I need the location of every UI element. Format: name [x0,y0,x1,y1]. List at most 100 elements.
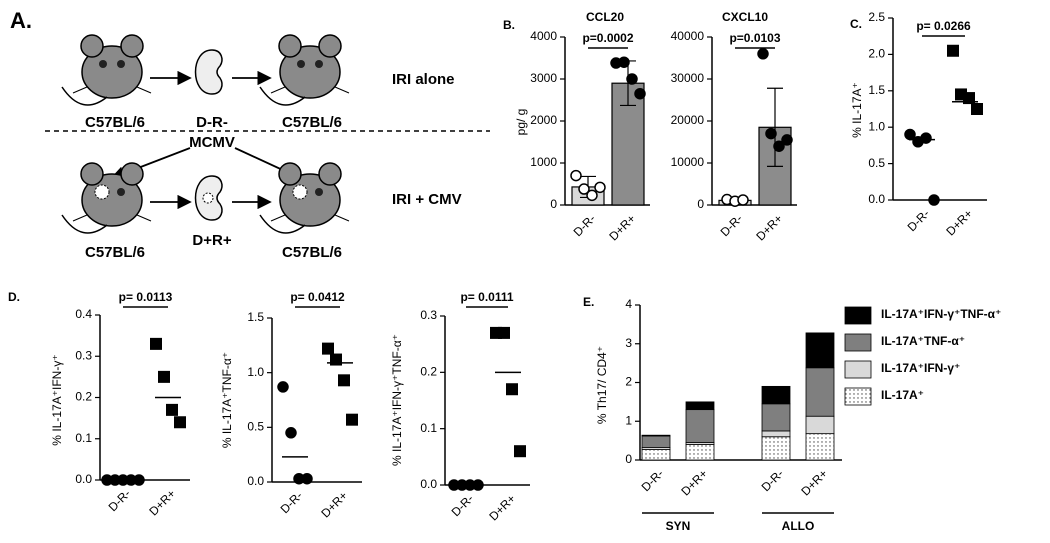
y-tick-label: 1 [625,413,632,427]
data-point [765,127,777,140]
mouse-body [279,173,341,227]
y-tick-label: 1.0 [868,119,885,133]
bar-segment [641,434,671,437]
x-tick-label: D+R+ [486,491,518,523]
panel-label: D. [8,290,20,304]
bar-segment [685,444,715,461]
y-tick-label: 40000 [671,29,705,43]
y-tick-label: 0.5 [247,420,264,434]
bar-segment [685,401,715,411]
panel-label: B. [503,18,515,32]
mouse-ear [278,34,302,58]
y-tick-label: 4 [625,297,632,311]
bar-segment [761,430,791,438]
error-bar [767,87,783,167]
y-tick-label: 0.1 [75,431,92,445]
y-tick-label: 3 [625,336,632,350]
y-tick-label: 0.3 [420,308,437,322]
mouse-body [81,45,143,99]
y-tick-label: 4000 [530,29,557,43]
data-point [338,374,350,387]
mouse-ear [120,162,144,186]
data-point [737,194,749,206]
x-tick-label: D+R+ [753,211,785,243]
x-tick-label: D-R- [759,466,787,494]
legend-label: IL-17A⁺ [881,388,924,402]
x-tick-label: D+R+ [146,486,178,518]
p-value: p= 0.0111 [460,290,513,304]
y-tick-label: 0.1 [420,421,437,435]
p-value: p=0.0103 [729,31,780,45]
y-axis-label: % IL-17A⁺IFN-γ⁺TNF-α⁺ [390,334,404,466]
x-tick-label: D+R+ [678,466,710,498]
data-point [594,181,606,194]
mouse-eye [315,188,323,196]
legend-label: IL-17A⁺TNF-α⁺ [881,334,965,348]
data-point [166,403,178,416]
group-label: IRI alone [392,71,455,88]
bar-segment [641,449,671,461]
data-point [971,103,983,115]
y-axis-label: % Th17/ CD4⁺ [595,346,609,424]
data-point [634,87,646,100]
strain-label: C57BL/6 [282,244,342,261]
legend-swatch [844,360,872,379]
strain-label: C57BL/6 [282,114,342,131]
data-point [514,445,526,458]
data-point [618,56,630,68]
p-value: p= 0.0412 [290,290,345,304]
data-point [277,381,289,393]
bar-segment [805,415,835,435]
kidney [194,49,223,95]
bar-segment [805,332,835,369]
data-point [904,128,916,141]
bar-segment [641,435,671,449]
donor-label: D+R+ [192,232,231,249]
data-point [920,132,932,144]
data-point [586,189,598,202]
strain-label: C57BL/6 [85,114,145,131]
x-tick-label: D+R+ [943,206,975,238]
data-point [947,44,959,57]
panel-label: C. [850,17,862,31]
data-point [174,416,186,429]
mouse-eye [315,60,323,68]
mouse-whiskers [270,86,350,94]
strain-label: C57BL/6 [85,244,145,261]
y-tick-label: 30000 [671,71,705,85]
panel-label: E. [583,295,594,309]
data-point [773,140,785,152]
mouse-tail [61,214,108,234]
mouse-ear [120,34,144,58]
mouse-tail [61,86,108,106]
mouse-whiskers [72,86,152,94]
x-tick-label: D-R- [571,211,599,239]
group-label: SYN [666,519,691,533]
y-tick-label: 0.0 [868,192,885,206]
virus-mark [94,184,110,200]
p-value: p= 0.0266 [916,19,971,33]
y-tick-label: 0.4 [75,307,92,321]
legend-swatch [844,387,872,406]
x-tick-label: D+R+ [798,466,830,498]
group-label: ALLO [782,519,815,533]
virus-label: MCMV [189,134,235,151]
bar-segment [761,403,791,432]
y-tick-label: 0.2 [75,390,92,404]
y-tick-label: 0 [625,452,632,466]
data-point [346,413,358,426]
data-point [498,326,510,339]
y-tick-label: 0.0 [75,472,92,486]
mouse-whiskers [72,214,152,222]
data-point [150,337,162,350]
mouse-ear [278,162,302,186]
bar-segment [805,367,835,417]
chart-title: CCL20 [586,10,624,24]
panel-label: A. [10,8,32,33]
x-tick-label: D-R- [449,491,477,519]
y-tick-label: 20000 [671,113,705,127]
y-tick-label: 1.5 [247,310,264,324]
p-value: p= 0.0113 [119,290,173,304]
